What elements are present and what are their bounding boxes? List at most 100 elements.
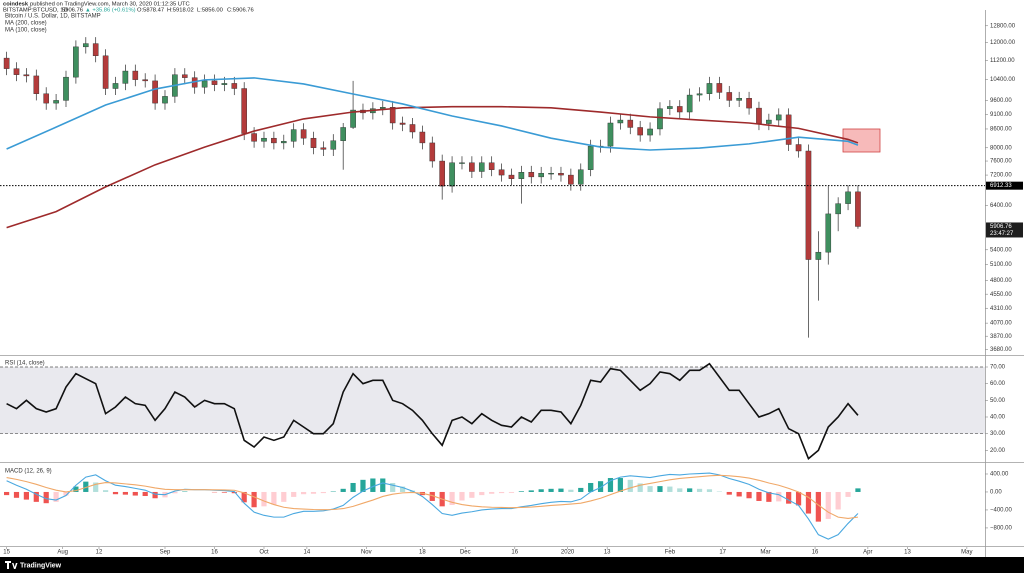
symbol: BITSTAMP:BTCUSD, 1D xyxy=(3,8,68,14)
histogram-bar xyxy=(93,482,99,492)
candle-body xyxy=(637,127,643,136)
histogram-bar xyxy=(300,491,307,495)
candle-body xyxy=(775,114,782,121)
y-tick-label: 30.00 xyxy=(990,431,1006,437)
histogram-bar xyxy=(132,491,138,496)
histogram-bar xyxy=(43,491,49,504)
histogram-bar xyxy=(449,491,455,505)
candle-body xyxy=(706,83,713,94)
pane xyxy=(0,362,985,460)
histogram-bar xyxy=(607,478,614,492)
y-tick-label: 20.00 xyxy=(990,448,1006,454)
x-tick-label: Sep xyxy=(160,550,171,556)
candle-body xyxy=(320,147,327,150)
ohlc-high: H:5918.02 xyxy=(167,8,194,14)
histogram-bar xyxy=(241,491,247,503)
y-tick-label: 10400.00 xyxy=(990,77,1016,83)
candle-body xyxy=(132,70,139,80)
price-label: 6912.33 xyxy=(990,183,1012,189)
candle-body xyxy=(617,119,624,124)
histogram-bar xyxy=(152,491,158,499)
histogram-bar xyxy=(63,491,69,496)
brand: TradingView xyxy=(20,562,62,569)
x-tick-label: 15 xyxy=(3,550,10,556)
histogram-bar xyxy=(13,491,20,498)
histogram-bar xyxy=(776,491,782,502)
histogram-bar xyxy=(53,491,59,502)
candle-body xyxy=(231,83,238,89)
histogram-bar xyxy=(112,491,119,495)
histogram-bar xyxy=(340,488,346,492)
candle-body xyxy=(558,173,564,176)
countdown-label: 23:47:27 xyxy=(990,231,1014,237)
y-tick-label: 400.00 xyxy=(990,472,1009,478)
histogram-bar xyxy=(677,488,683,492)
candle-body xyxy=(756,107,762,124)
histogram-bar xyxy=(687,488,693,492)
x-tick-label: May xyxy=(961,550,972,556)
histogram-bar xyxy=(498,491,505,494)
histogram-bar xyxy=(588,482,594,492)
moving-average-line xyxy=(6,105,859,229)
histogram-bar xyxy=(479,491,485,496)
histogram-bar xyxy=(142,491,148,497)
candle-body xyxy=(280,141,287,144)
published-note: published on TradingView.com, March 30, … xyxy=(30,2,190,8)
y-tick-label: 12800.00 xyxy=(990,23,1016,29)
histogram-bar xyxy=(122,491,128,495)
candle-body xyxy=(251,133,257,142)
moving-average-line xyxy=(6,77,859,151)
histogram-bar xyxy=(726,491,732,495)
candle-body xyxy=(587,145,594,170)
histogram-bar xyxy=(538,489,544,492)
histogram-bar xyxy=(469,491,475,498)
candle-body xyxy=(459,162,465,164)
histogram-bar xyxy=(3,491,10,496)
histogram-bar xyxy=(548,488,554,492)
x-tick-label: 18 xyxy=(419,550,426,556)
candle-body xyxy=(73,46,79,78)
x-tick-label: 17 xyxy=(719,550,726,556)
candle-body xyxy=(53,100,59,104)
histogram-bar xyxy=(795,491,802,506)
y-tick-label: 12000.00 xyxy=(990,40,1016,46)
candle-body xyxy=(449,162,455,187)
candle-body xyxy=(399,122,406,125)
candle-body xyxy=(261,137,267,142)
histogram-bar xyxy=(855,488,861,492)
candle-body xyxy=(439,160,445,187)
candle-body xyxy=(13,68,20,75)
histogram-bar xyxy=(706,489,713,492)
candle-body xyxy=(340,127,346,141)
candle-body xyxy=(82,43,89,48)
histogram-bar xyxy=(251,491,257,508)
candle-body xyxy=(726,92,733,101)
candle-body xyxy=(825,213,832,253)
candle-body xyxy=(241,88,247,134)
candle-body xyxy=(676,106,683,113)
y-tick-label: 9600.00 xyxy=(990,98,1012,104)
y-tick-label: 70.00 xyxy=(990,365,1006,371)
histogram-bar xyxy=(271,491,277,505)
candle-body xyxy=(746,98,752,109)
candle-body xyxy=(627,119,634,128)
histogram-bar xyxy=(261,491,267,507)
histogram-bar xyxy=(617,478,623,492)
candle-body xyxy=(23,74,30,77)
candle-body xyxy=(538,173,544,178)
histogram-bar xyxy=(815,491,821,522)
y-tick-label: 8600.00 xyxy=(990,127,1012,133)
y-tick-label: 0.00 xyxy=(990,490,1002,496)
x-tick-label: Aug xyxy=(57,550,68,556)
candle-body xyxy=(736,98,742,101)
candle-body xyxy=(3,57,10,69)
histogram-bar xyxy=(597,481,604,492)
histogram-bar xyxy=(429,491,435,501)
candle-body xyxy=(568,174,574,185)
price-label-box xyxy=(986,181,1023,190)
y-tick-label: 5100.00 xyxy=(990,262,1012,268)
x-tick-label: Mar xyxy=(760,550,770,556)
candle-body xyxy=(667,106,673,109)
histogram-bar xyxy=(102,490,109,492)
highlight-box xyxy=(842,128,881,153)
